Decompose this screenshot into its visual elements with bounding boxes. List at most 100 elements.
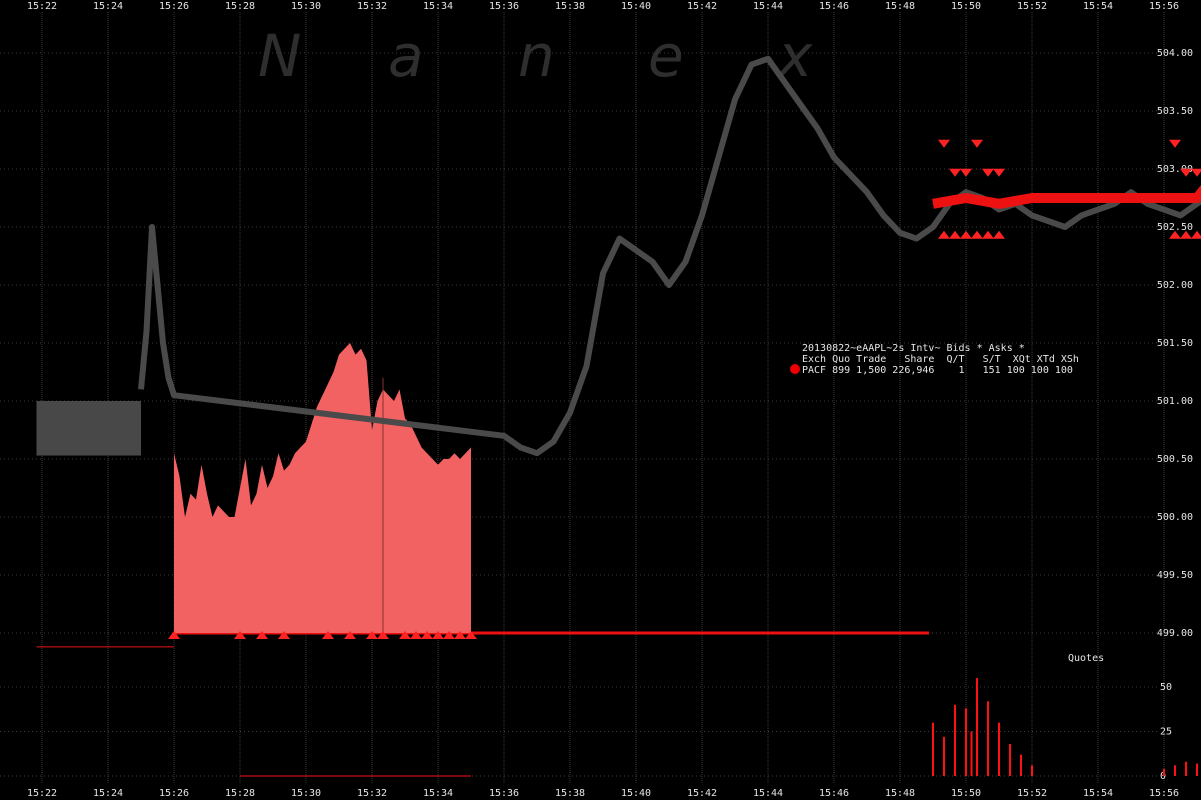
- x-tick-label: 15:30: [291, 1, 321, 12]
- watermark-letter: n: [518, 22, 555, 90]
- x-tick-label: 15:54: [1083, 1, 1113, 12]
- info-header: 20130822~eAAPL~2s Intv~ Bids * Asks *: [802, 343, 1025, 354]
- ask-marker-icon: [399, 631, 411, 639]
- x-tick-label: 15:24: [93, 788, 123, 799]
- y-tick-label: 503.50: [1157, 106, 1193, 117]
- x-tick-label: 15:52: [1017, 788, 1047, 799]
- x-tick-label: 15:40: [621, 1, 651, 12]
- x-tick-label: 15:22: [27, 1, 57, 12]
- x-tick-label: 15:38: [555, 1, 585, 12]
- info-columns: Exch Quo Trade Share Q/T S/T XQt XTd XSh: [802, 354, 1079, 365]
- bid-marker-icon: [949, 230, 961, 239]
- bid-marker-icon: [960, 230, 972, 239]
- x-tick-label: 15:28: [225, 788, 255, 799]
- ask-marker-icon: [993, 168, 1005, 177]
- bid-marker-icon: [1191, 230, 1201, 239]
- x-tick-label: 15:32: [357, 1, 387, 12]
- bid-marker-icon: [1180, 230, 1192, 239]
- x-tick-label: 15:32: [357, 788, 387, 799]
- ask-marker-icon: [234, 631, 246, 639]
- x-tick-label: 15:50: [951, 1, 981, 12]
- volume-axis: 50 25 0: [1160, 682, 1172, 782]
- y-tick-label: 503.00: [1157, 164, 1193, 175]
- x-tick-label: 15:26: [159, 1, 189, 12]
- bid-marker-icon: [938, 230, 950, 239]
- y-tick-label: 500.50: [1157, 454, 1193, 465]
- ask-marker-icon: [443, 631, 455, 639]
- ask-marker-icon: [465, 631, 477, 639]
- ask-marker-icon: [168, 631, 180, 639]
- watermark-letter: a: [388, 22, 424, 90]
- watermark-letter: N: [258, 22, 301, 90]
- ask-marker-icon: [982, 168, 994, 177]
- ask-marker-icon: [421, 631, 433, 639]
- x-tick-label: 15:54: [1083, 788, 1113, 799]
- chart-grid: [0, 12, 1165, 783]
- ask-marker-icon: [454, 631, 466, 639]
- ask-marker-icon: [971, 139, 983, 148]
- x-tick-label: 15:56: [1149, 1, 1179, 12]
- quotes-label: Quotes: [1068, 653, 1104, 664]
- exchange-marker-icon: [790, 364, 800, 374]
- ask-marker-icon: [278, 631, 290, 639]
- y-tick-label: 499.00: [1157, 628, 1193, 639]
- y-tick-label: 501.00: [1157, 396, 1193, 407]
- ask-marker-icon: [1191, 168, 1201, 177]
- volume-tick-label: 25: [1160, 727, 1172, 738]
- info-box: 20130822~eAAPL~2s Intv~ Bids * Asks * Ex…: [790, 343, 1079, 376]
- bid-marker-icon: [971, 230, 983, 239]
- ask-marker-icon: [960, 168, 972, 177]
- y-tick-label: 500.00: [1157, 512, 1193, 523]
- x-tick-label: 15:26: [159, 788, 189, 799]
- x-tick-label: 15:36: [489, 1, 519, 12]
- ask-marker-icon: [344, 631, 356, 639]
- price-axis: 504.00 503.50 503.00 502.50 502.00 501.50 501.…: [1157, 48, 1193, 639]
- ask-marker-icon: [1169, 139, 1181, 148]
- x-tick-label: 15:48: [885, 788, 915, 799]
- x-tick-label: 15:22: [27, 788, 57, 799]
- time-axis-top: 15:22 15:24 15:26 15:28 15:30 15:32 15:34 15:36…: [27, 1, 1179, 12]
- volume-tick-label: 50: [1160, 682, 1172, 693]
- x-tick-label: 15:24: [93, 1, 123, 12]
- x-tick-label: 15:52: [1017, 1, 1047, 12]
- x-tick-label: 15:28: [225, 1, 255, 12]
- x-tick-label: 15:40: [621, 788, 651, 799]
- x-tick-label: 15:38: [555, 788, 585, 799]
- x-tick-label: 15:56: [1149, 788, 1179, 799]
- volume-tick-label: 0: [1160, 771, 1166, 782]
- plot-area: [36, 55, 1201, 648]
- bid-marker-icon: [982, 230, 994, 239]
- ask-marker-icon: [432, 631, 444, 639]
- x-tick-label: 15:48: [885, 1, 915, 12]
- x-tick-label: 15:30: [291, 788, 321, 799]
- ask-marker-icon: [366, 631, 378, 639]
- bid-area: [174, 343, 471, 633]
- ask-marker-icon: [1180, 168, 1192, 177]
- ask-marker-icon: [256, 631, 268, 639]
- x-tick-label: 15:46: [819, 788, 849, 799]
- info-row: PACF 899 1,500 226,946 1 151 100 100 100: [802, 365, 1073, 376]
- x-tick-label: 15:36: [489, 788, 519, 799]
- price-line: [138, 55, 1201, 457]
- x-tick-label: 15:50: [951, 788, 981, 799]
- ask-marker-icon: [410, 631, 422, 639]
- x-tick-label: 15:44: [753, 1, 783, 12]
- ask-marker-icon: [322, 631, 334, 639]
- bid-marker-icon: [993, 230, 1005, 239]
- y-tick-label: 502.00: [1157, 280, 1193, 291]
- y-tick-label: 502.50: [1157, 222, 1193, 233]
- bid-marker-icon: [1169, 230, 1181, 239]
- ask-band: [932, 185, 1201, 209]
- x-tick-label: 15:44: [753, 788, 783, 799]
- x-tick-label: 15:34: [423, 1, 453, 12]
- quotes-volume-bars: [240, 678, 1198, 777]
- x-tick-label: 15:42: [687, 1, 717, 12]
- x-tick-label: 15:34: [423, 788, 453, 799]
- x-tick-label: 15:46: [819, 1, 849, 12]
- pre-range-box: [36, 401, 141, 456]
- watermark-letter: e: [648, 22, 684, 90]
- ask-marker-icon: [377, 631, 389, 639]
- ask-marker-icon: [938, 139, 950, 148]
